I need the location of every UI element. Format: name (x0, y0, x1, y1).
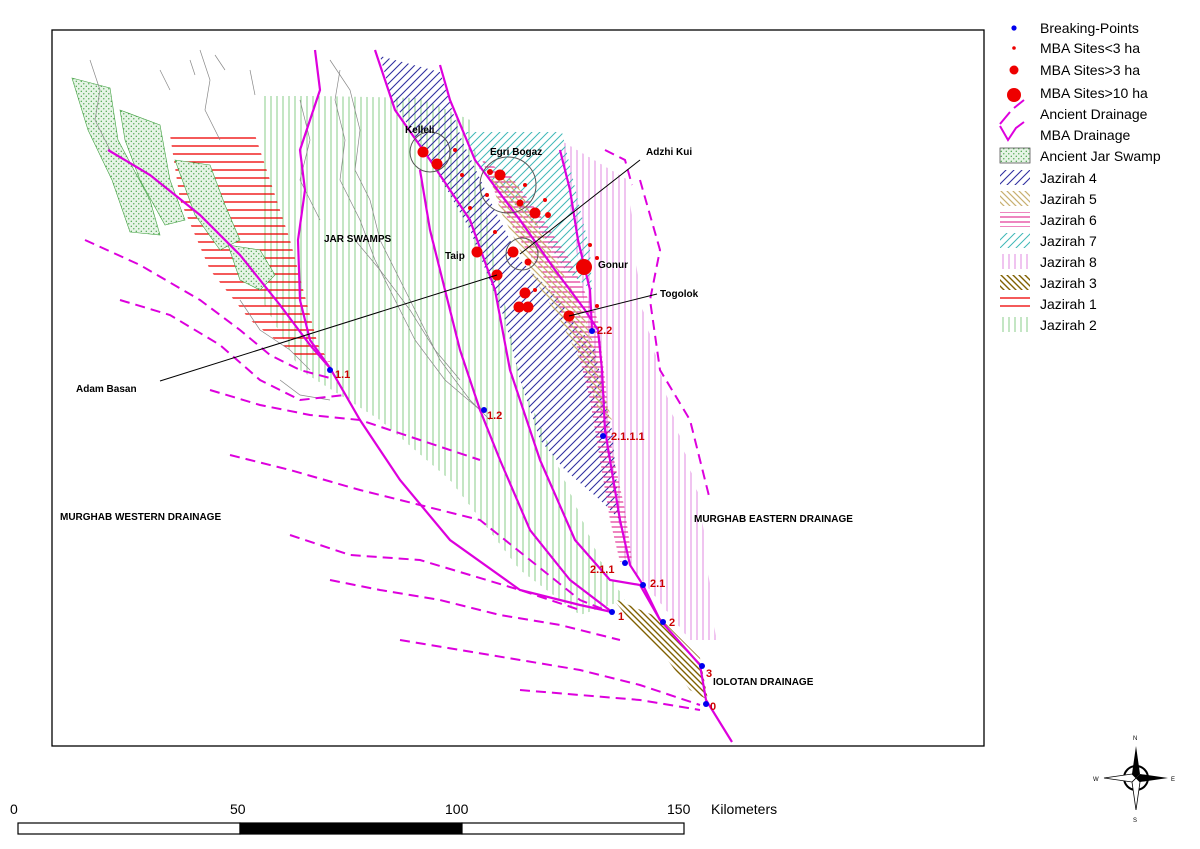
bp-label-2-1-1: 2.1.1 (590, 564, 614, 576)
scale-unit: Kilometers (711, 801, 777, 817)
mba-drainage-lines (107, 49, 733, 743)
mba-site-small (523, 183, 527, 187)
legend-label: Jazirah 3 (1040, 275, 1097, 291)
legend-label: Jazirah 4 (1040, 170, 1097, 186)
legend-symbol-jazirah-6 (1000, 212, 1030, 227)
compass-rose-icon: N S E W (1093, 736, 1175, 824)
legend-symbol-jazirah-8 (1000, 254, 1030, 269)
region-label-eastern: MURGHAB EASTERN DRAINAGE (694, 514, 853, 525)
legend-label: Ancient Drainage (1040, 106, 1148, 122)
bp-label-3: 3 (706, 668, 712, 680)
site-outline-circles (409, 131, 539, 271)
mba-site-medium (487, 169, 493, 175)
mba-site-small (595, 304, 599, 308)
mba-site-small (543, 198, 547, 202)
legend-symbol-ancient-drainage (999, 99, 1025, 125)
scale-tick: 150 (667, 801, 691, 817)
breaking-points (327, 328, 709, 707)
mba-site-large (417, 146, 429, 158)
compass-s: S (1133, 818, 1137, 824)
region-label-western: MURGHAB WESTERN DRAINAGE (60, 512, 221, 523)
scale-tick: 100 (445, 801, 469, 817)
legend-symbol-jazirah-5 (1000, 191, 1030, 206)
scale-tick: 0 (10, 801, 18, 817)
compass-e: E (1171, 777, 1175, 783)
region-label-jar-swamps: JAR SWAMPS (324, 234, 392, 245)
site-label-kelleli: Kelleli (405, 125, 435, 136)
mba-site-small (588, 243, 592, 247)
region-label-iolotan: IOLOTAN DRAINAGE (713, 677, 814, 688)
mba-site-small (453, 148, 457, 152)
site-label-taip: Taip (445, 251, 465, 262)
legend-symbol-breaking-points (1011, 25, 1017, 31)
compass-n: N (1133, 736, 1137, 742)
bp-label-2-1: 2.1 (650, 578, 665, 590)
bp-label-0: 0 (710, 701, 716, 713)
site-label-egri-bogaz: Egri Bogaz (490, 147, 542, 158)
scale-tick: 50 (230, 801, 246, 817)
mba-site-small (460, 173, 464, 177)
mba-site-large (522, 301, 534, 313)
legend-label: Jazirah 8 (1040, 254, 1097, 270)
mba-site-large (519, 287, 531, 299)
ancient-jar-swamp-patches (71, 77, 276, 291)
legend-label: Jazirah 2 (1040, 317, 1097, 333)
legend-label: Jazirah 5 (1040, 191, 1097, 207)
bp-label-2-1-1-1: 2.1.1.1 (611, 431, 645, 443)
mba-site-large (494, 169, 506, 181)
site-label-adam-basan: Adam Basan (76, 384, 137, 395)
legend-symbol-jazirah-7 (1000, 233, 1030, 248)
mba-site-large (471, 246, 483, 258)
mba-site-large (513, 301, 525, 313)
leader-lines (159, 159, 658, 382)
mba-site-xl (576, 259, 592, 275)
mba-site-medium (524, 258, 532, 266)
legend-symbol-jazirah-4 (1000, 170, 1030, 185)
bp-label-2: 2 (669, 617, 675, 629)
jazirah-8-area (560, 140, 716, 640)
jazirah-2-area (262, 96, 625, 615)
bp-label-1: 1 (618, 611, 624, 623)
jazirah-3-area (612, 598, 708, 700)
legend-label: Jazirah 6 (1040, 212, 1097, 228)
bp-label-1-1: 1.1 (335, 369, 350, 381)
legend: Breaking-Points MBA Sites<3 ha MBA Sites… (999, 20, 1161, 333)
jazirah-5-area (490, 175, 612, 420)
legend-label: MBA Sites>10 ha (1040, 85, 1148, 101)
legend-symbol-mba-small (1012, 46, 1016, 50)
compass-w: W (1093, 777, 1099, 783)
legend-label: MBA Sites<3 ha (1040, 40, 1140, 56)
jazirah-4-area (380, 56, 620, 520)
mba-site-small (595, 256, 599, 260)
scale-bar: 0 50 100 150 Kilometers (10, 801, 777, 835)
legend-symbol-mba-medium (1009, 65, 1019, 75)
legend-symbol-jazirah-2 (1000, 317, 1030, 332)
legend-label: MBA Sites>3 ha (1040, 62, 1140, 78)
legend-label: Jazirah 7 (1040, 233, 1097, 249)
mba-site-large (431, 158, 443, 170)
legend-symbol-jazirah-3 (1000, 275, 1030, 290)
bp-label-1-2: 1.2 (487, 410, 502, 422)
legend-label: Jazirah 1 (1040, 296, 1097, 312)
bp-label-2-2: 2.2 (597, 325, 612, 337)
mba-site-medium (545, 212, 551, 218)
legend-label: Ancient Jar Swamp (1040, 148, 1161, 164)
legend-symbol-jazirah-1 (1000, 296, 1030, 311)
legend-symbol-ancient-jar-swamp (999, 147, 1031, 164)
mba-site-small (493, 230, 497, 234)
mba-site-small (485, 193, 489, 197)
site-label-adzhi-kui: Adzhi Kui (646, 147, 692, 158)
site-label-gonur: Gonur (598, 260, 628, 271)
legend-label: Breaking-Points (1040, 20, 1139, 36)
mba-site-large (529, 207, 541, 219)
mba-site-small (533, 288, 537, 292)
mba-site-large (507, 246, 519, 258)
mba-site-medium (516, 199, 524, 207)
legend-symbol-mba-large (1007, 88, 1021, 102)
site-label-togolok: Togolok (660, 289, 699, 300)
legend-label: MBA Drainage (1040, 127, 1130, 143)
legend-symbol-mba-drainage (999, 121, 1025, 142)
mba-site-small (468, 206, 472, 210)
